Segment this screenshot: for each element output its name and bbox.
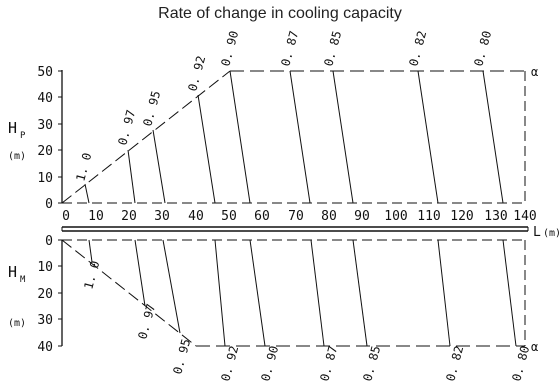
bottom-factor-label: 0. 80 xyxy=(509,344,532,383)
bottom-y-tick: 20 xyxy=(37,287,53,302)
bottom-factor-label: 0. 97 xyxy=(135,302,158,341)
top-y-tick: 40 xyxy=(37,91,53,106)
x-tick: 120 xyxy=(450,209,473,224)
top-contour-0-92 xyxy=(197,94,216,204)
x-tick: 20 xyxy=(121,209,137,224)
top-contour-0-85 xyxy=(332,70,354,204)
bottom-contour-1-0 xyxy=(88,239,93,263)
top-contour-0-95 xyxy=(152,129,166,204)
bottom-factor-label: 0. 87 xyxy=(317,344,340,383)
bottom-alpha-label: α xyxy=(531,340,538,354)
bottom-factor-label: 0. 90 xyxy=(258,344,281,383)
top-axis-subscript: P xyxy=(20,131,26,141)
top-contour-0-90 xyxy=(229,70,251,204)
x-axis-unit: (m) xyxy=(543,228,560,239)
bottom-factor-label: 1. 0 xyxy=(81,259,102,291)
bottom-contour-0-87 xyxy=(310,239,325,347)
top-y-tick: 50 xyxy=(37,65,53,80)
top-y-tick: 0 xyxy=(45,197,53,212)
x-axis-label: L xyxy=(533,225,541,240)
bottom-axis-subscript: M xyxy=(20,275,26,285)
x-tick: 110 xyxy=(417,209,440,224)
top-factor-label: 0. 92 xyxy=(185,54,208,93)
bottom-y-tick: 30 xyxy=(37,313,53,328)
top-contour-0-82 xyxy=(417,70,439,204)
top-y-tick: 30 xyxy=(37,118,53,133)
top-contour-0-87 xyxy=(289,70,311,204)
x-tick: 0 xyxy=(62,209,70,224)
top-factor-label: 0. 95 xyxy=(140,89,163,128)
bottom-y-tick: 10 xyxy=(37,260,53,275)
top-axis-unit: (m) xyxy=(8,151,26,162)
bottom-contour-0-80 xyxy=(502,239,517,347)
top-contour-0-97 xyxy=(127,149,136,204)
x-tick: 50 xyxy=(221,209,237,224)
bottom-y-tick: 40 xyxy=(37,340,53,355)
x-tick: 40 xyxy=(188,209,204,224)
x-tick: 90 xyxy=(354,209,370,224)
top-factor-label: 0. 90 xyxy=(218,29,241,68)
bottom-contour-0-92 xyxy=(214,239,226,347)
bottom-slope-boundary xyxy=(61,239,197,347)
top-y-tick: 20 xyxy=(37,144,53,159)
top-contour-0-80 xyxy=(482,70,504,204)
bottom-contour-0-95 xyxy=(162,239,181,334)
top-factor-label: 0. 85 xyxy=(321,29,344,68)
top-factor-label: 0. 97 xyxy=(115,108,138,147)
x-tick: 130 xyxy=(484,209,507,224)
top-slope-boundary xyxy=(61,70,231,204)
bottom-chart xyxy=(58,239,526,347)
x-tick: 80 xyxy=(321,209,337,224)
top-factor-label: 1. 0 xyxy=(73,151,94,183)
bottom-factor-label: 0. 82 xyxy=(443,344,466,383)
x-tick: 60 xyxy=(254,209,270,224)
bottom-contour-0-97 xyxy=(134,239,146,307)
top-contour-1-0 xyxy=(84,183,90,204)
diagram-title: Rate of change in cooling capacity xyxy=(158,5,402,22)
top-factor-label: 0. 82 xyxy=(406,29,429,68)
bottom-axis-unit: (m) xyxy=(8,318,26,329)
bottom-factor-label: 0. 85 xyxy=(360,344,383,383)
x-tick: 140 xyxy=(513,209,536,224)
bottom-y-tick: 0 xyxy=(45,234,53,249)
bottom-contour-0-90 xyxy=(249,239,266,347)
top-alpha-label: α xyxy=(531,65,538,79)
top-axis-label: H xyxy=(8,119,17,137)
top-y-tick: 10 xyxy=(37,171,53,186)
bottom-factor-label: 0. 92 xyxy=(218,344,241,383)
top-chart xyxy=(58,70,526,204)
bottom-axis-label: H xyxy=(8,263,17,281)
x-tick: 30 xyxy=(154,209,170,224)
x-tick: 70 xyxy=(288,209,304,224)
top-factor-label: 0. 87 xyxy=(278,29,301,68)
x-tick: 100 xyxy=(384,209,407,224)
bottom-contour-0-85 xyxy=(352,239,368,347)
top-factor-label: 0. 80 xyxy=(471,29,494,68)
bottom-contour-0-82 xyxy=(437,239,451,347)
x-tick: 10 xyxy=(88,209,104,224)
bottom-factor-label: 0. 95 xyxy=(170,337,193,376)
